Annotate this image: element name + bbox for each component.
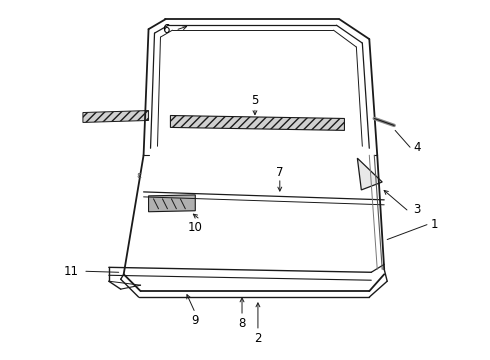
Polygon shape: [148, 195, 196, 212]
Text: 5: 5: [251, 94, 259, 107]
Polygon shape: [83, 111, 148, 122]
Polygon shape: [357, 158, 382, 190]
Polygon shape: [171, 116, 344, 130]
Text: 4: 4: [413, 141, 421, 154]
Text: 10: 10: [188, 221, 203, 234]
Text: ε: ε: [136, 171, 141, 180]
Text: 11: 11: [64, 265, 78, 278]
Text: 7: 7: [276, 166, 284, 179]
Text: 1: 1: [430, 218, 438, 231]
Text: 3: 3: [414, 203, 421, 216]
Text: 2: 2: [254, 332, 262, 345]
Text: 9: 9: [192, 314, 199, 327]
Text: 8: 8: [238, 318, 245, 330]
Text: 6: 6: [162, 23, 169, 36]
